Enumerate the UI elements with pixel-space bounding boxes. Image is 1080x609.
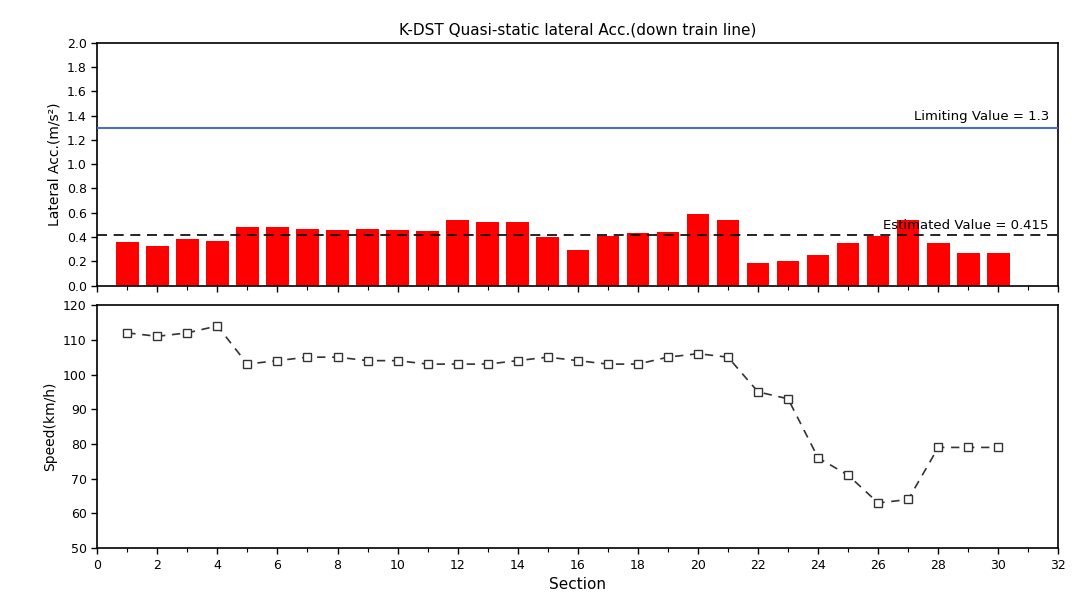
- Bar: [687, 214, 710, 286]
- Bar: [567, 250, 589, 286]
- Text: Estimated Value = 0.415: Estimated Value = 0.415: [883, 219, 1049, 231]
- Bar: [356, 228, 379, 286]
- Bar: [897, 220, 919, 286]
- Bar: [626, 233, 649, 286]
- Bar: [206, 241, 229, 286]
- Bar: [927, 243, 949, 286]
- Bar: [507, 222, 529, 286]
- Bar: [837, 243, 860, 286]
- Bar: [777, 261, 799, 286]
- Bar: [417, 231, 438, 286]
- Bar: [657, 232, 679, 286]
- X-axis label: Section: Section: [550, 577, 606, 592]
- Bar: [446, 220, 469, 286]
- Bar: [146, 245, 168, 286]
- Bar: [807, 255, 829, 286]
- Bar: [266, 227, 288, 286]
- Bar: [957, 253, 980, 286]
- Bar: [476, 222, 499, 286]
- Bar: [596, 236, 619, 286]
- Bar: [387, 230, 409, 286]
- Bar: [296, 228, 319, 286]
- Bar: [537, 237, 559, 286]
- Y-axis label: Speed(km/h): Speed(km/h): [43, 382, 57, 471]
- Bar: [987, 253, 1010, 286]
- Y-axis label: Lateral Acc.(m/s²): Lateral Acc.(m/s²): [48, 102, 62, 226]
- Text: Limiting Value = 1.3: Limiting Value = 1.3: [914, 110, 1049, 123]
- Bar: [867, 236, 890, 286]
- Bar: [746, 262, 769, 286]
- Bar: [116, 242, 138, 286]
- Bar: [717, 220, 739, 286]
- Bar: [326, 230, 349, 286]
- Title: K-DST Quasi-static lateral Acc.(down train line): K-DST Quasi-static lateral Acc.(down tra…: [400, 23, 756, 37]
- Bar: [237, 227, 258, 286]
- Bar: [176, 239, 199, 286]
